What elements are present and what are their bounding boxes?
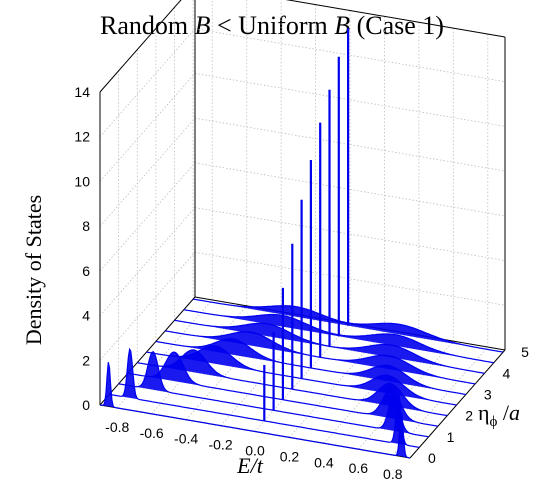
x-tick-label-3: -0.2 bbox=[208, 437, 232, 453]
y-axis-label: ηϕ /a bbox=[478, 400, 520, 430]
x-tick-label-6: 0.4 bbox=[314, 454, 334, 470]
frame-edge-7 bbox=[99, 296, 196, 406]
dos-band-fill-4 bbox=[137, 349, 448, 416]
grid-floor-x-1 bbox=[151, 305, 248, 415]
z-tick-label-3: 6 bbox=[82, 263, 90, 279]
x-tick-label-2: -0.4 bbox=[174, 431, 198, 447]
y-tick-label-3: 3 bbox=[484, 386, 492, 402]
frame-edge-2 bbox=[285, 0, 506, 38]
z-tick-label-7: 14 bbox=[74, 84, 90, 100]
z-tick-label-5: 10 bbox=[74, 173, 90, 189]
x-tick-label-4: 0.0 bbox=[245, 443, 265, 459]
y-label-slash: / bbox=[497, 400, 510, 425]
grid-backwall-z-3 bbox=[99, 162, 196, 272]
y-tick-label-4: 4 bbox=[503, 365, 511, 381]
y-tick-label-0: 0 bbox=[428, 450, 436, 466]
title-part-4: B bbox=[334, 11, 350, 40]
y-label-a: a bbox=[509, 400, 520, 425]
z-tick-label-1: 2 bbox=[82, 352, 90, 368]
grid-floor-x-7 bbox=[357, 340, 454, 450]
grid-backwall-z-2 bbox=[99, 207, 196, 316]
z-tick-label-6: 12 bbox=[74, 129, 90, 145]
x-axis-label: E/t bbox=[236, 453, 264, 478]
title-part-2: B bbox=[195, 11, 211, 40]
grid-backwall-z-6 bbox=[99, 28, 196, 137]
y-tick-label-5: 5 bbox=[521, 344, 529, 360]
x-tick-label-1: -0.6 bbox=[140, 425, 164, 441]
dos-traces bbox=[99, 28, 504, 459]
y-label-eta: η bbox=[478, 400, 490, 425]
z-tick-label-0: 0 bbox=[82, 397, 90, 413]
frame-edge-6 bbox=[409, 349, 506, 459]
chart-title: Random B < Uniform B (Case 1) bbox=[100, 11, 444, 40]
frame-edge-1 bbox=[99, 0, 182, 93]
x-tick-label-7: 0.6 bbox=[349, 460, 369, 476]
x-tick-label-0: -0.8 bbox=[105, 419, 129, 435]
axes-frame bbox=[99, 0, 506, 459]
title-part-5: (Case 1) bbox=[350, 11, 444, 40]
grid-floor-x-8 bbox=[392, 346, 489, 456]
y-tick-label-2: 2 bbox=[465, 408, 473, 424]
y-label-phi: ϕ bbox=[490, 414, 498, 430]
grid-backwall-z-5 bbox=[99, 73, 196, 182]
title-part-3: < Uniform bbox=[211, 11, 335, 40]
x-tick-label-5: 0.2 bbox=[280, 448, 300, 464]
title-part-1: Random bbox=[100, 11, 195, 40]
x-tick-label-8: 0.8 bbox=[383, 466, 403, 482]
grid-backwall-z-4 bbox=[99, 117, 196, 227]
grid-floor-x-3 bbox=[220, 317, 316, 426]
y-tick-label-1: 1 bbox=[447, 429, 455, 445]
grid-backwall-z-1 bbox=[99, 252, 196, 361]
z-axis-label: Density of States bbox=[21, 195, 46, 345]
z-tick-label-2: 4 bbox=[82, 308, 90, 324]
z-tick-label-4: 8 bbox=[82, 218, 90, 234]
dos-band-fill-3 bbox=[127, 352, 438, 427]
grid-floor-x-0 bbox=[116, 299, 213, 409]
grid-floor-x-4 bbox=[254, 323, 351, 432]
dos-trace-0 bbox=[99, 362, 411, 459]
